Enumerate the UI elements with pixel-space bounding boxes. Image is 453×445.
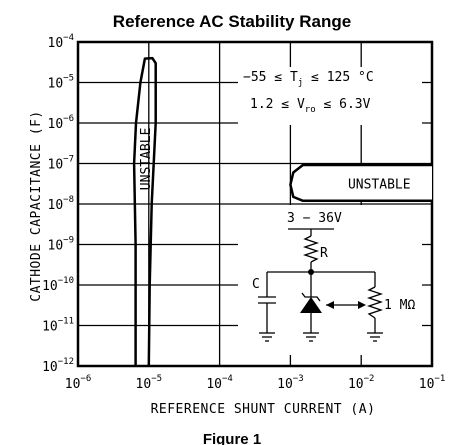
wiper-arrow xyxy=(358,301,366,309)
reference-diode-symbol xyxy=(300,297,322,313)
potentiometer-symbol xyxy=(366,286,384,319)
feedback-arrow xyxy=(326,301,334,309)
x-tick-exponent: −6 xyxy=(80,374,91,384)
y-tick-label: 10−12 xyxy=(42,357,74,375)
vro-suffix: ≤ 6.3V xyxy=(316,97,371,112)
x-tick-labels: 10−6 10−5 10−4 10−3 10−2 10−1 xyxy=(65,374,446,392)
x-tick-base: 10 xyxy=(348,377,364,392)
junction-dot xyxy=(308,269,314,275)
x-tick-exponent: −3 xyxy=(293,374,304,384)
unstable-boundary-curve xyxy=(289,163,432,203)
x-tick-base: 10 xyxy=(136,377,152,392)
y-tick-base: 10 xyxy=(48,117,64,132)
y-tick-label: 10−9 xyxy=(48,236,75,254)
resistor-label: R xyxy=(320,246,328,261)
potentiometer-label: 1 MΩ xyxy=(384,298,415,313)
circuit-background xyxy=(238,205,422,355)
x-tick-label: 10−4 xyxy=(206,374,233,392)
y-tick-base: 10 xyxy=(42,360,58,375)
temperature-range-annotation: −55 ≤ Tj ≤ 125 °C xyxy=(243,70,374,88)
annotation-background xyxy=(238,67,422,125)
reference-voltage-annotation: 1.2 ≤ Vro ≤ 6.3V xyxy=(250,97,371,115)
y-tick-base: 10 xyxy=(48,77,64,92)
vro-prefix: 1.2 ≤ V xyxy=(250,97,305,112)
y-tick-exponent: −12 xyxy=(58,357,74,367)
x-tick-exponent: −2 xyxy=(364,374,375,384)
vro-subscript: ro xyxy=(305,105,316,115)
x-tick-label: 10−3 xyxy=(277,374,304,392)
y-tick-base: 10 xyxy=(48,36,64,51)
x-tick-base: 10 xyxy=(277,377,293,392)
unstable-region-label-left: UNSTABLE xyxy=(139,128,154,191)
y-tick-base: 10 xyxy=(48,158,64,173)
resistor-symbol xyxy=(302,235,320,263)
plot-frame xyxy=(76,40,434,368)
x-axis-label: REFERENCE SHUNT CURRENT (A) xyxy=(151,402,376,417)
y-tick-base: 10 xyxy=(48,198,64,213)
y-tick-label: 10−10 xyxy=(42,276,74,294)
unstable-region-label-right: UNSTABLE xyxy=(348,178,411,193)
y-tick-exponent: −4 xyxy=(63,33,74,43)
stability-boundaries: UNSTABLE UNSTABLE xyxy=(132,56,432,367)
x-tick-exponent: −1 xyxy=(434,374,445,384)
temp-subscript: j xyxy=(298,78,303,88)
y-tick-label: 10−5 xyxy=(48,74,75,92)
figure-caption: Figure 1 xyxy=(203,431,261,445)
y-tick-exponent: −9 xyxy=(63,236,74,246)
test-circuit-diagram: 3 − 36V xyxy=(238,205,422,355)
x-tick-base: 10 xyxy=(65,377,81,392)
y-tick-exponent: −7 xyxy=(63,155,74,165)
y-tick-label: 10−8 xyxy=(48,195,75,213)
capacitor-label: C xyxy=(252,277,260,292)
temp-prefix: −55 ≤ T xyxy=(243,70,298,85)
y-axis-label: CATHODE CAPACITANCE (F) xyxy=(29,110,44,302)
y-tick-exponent: −5 xyxy=(63,74,74,84)
x-tick-base: 10 xyxy=(419,377,435,392)
x-tick-label: 10−5 xyxy=(136,374,163,392)
x-tick-exponent: −5 xyxy=(151,374,162,384)
y-tick-label: 10−7 xyxy=(48,155,75,173)
y-tick-base: 10 xyxy=(48,239,64,254)
chart-title: Reference AC Stability Range xyxy=(113,12,351,31)
y-tick-label: 10−4 xyxy=(48,33,75,51)
supply-voltage-label: 3 − 36V xyxy=(287,211,342,226)
y-tick-exponent: −6 xyxy=(63,114,74,124)
y-tick-exponent: −11 xyxy=(58,317,74,327)
y-tick-base: 10 xyxy=(42,279,58,294)
y-tick-base: 10 xyxy=(42,320,58,335)
temp-suffix: ≤ 125 °C xyxy=(303,70,373,85)
y-tick-label: 10−6 xyxy=(48,114,75,132)
y-tick-label: 10−11 xyxy=(42,317,74,335)
x-tick-label: 10−2 xyxy=(348,374,375,392)
y-tick-exponent: −8 xyxy=(63,195,74,205)
x-tick-base: 10 xyxy=(206,377,222,392)
y-tick-exponent: −10 xyxy=(58,276,74,286)
x-tick-label: 10−6 xyxy=(65,374,92,392)
unstable-boundary-curve xyxy=(132,56,157,367)
x-tick-label: 10−1 xyxy=(419,374,446,392)
x-tick-exponent: −4 xyxy=(222,374,233,384)
